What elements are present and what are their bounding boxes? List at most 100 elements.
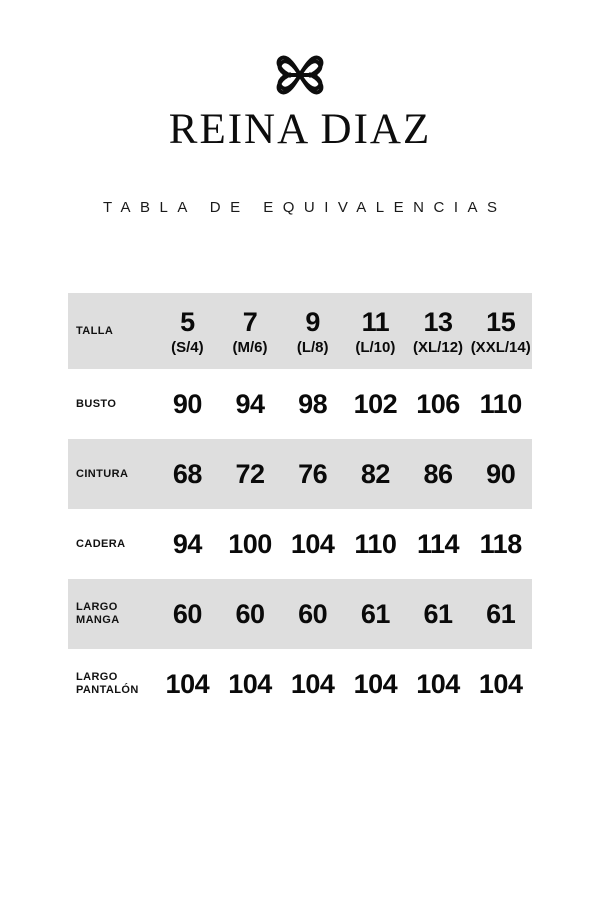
brand-wordmark: REINA DIAZ	[168, 106, 432, 153]
cell-value: 61	[360, 598, 391, 629]
row-cells: 60 60 60 61 61 61	[156, 599, 532, 629]
table-cell: 13 (XL/12)	[407, 305, 470, 357]
table-cell: 102	[344, 389, 407, 419]
cell-value: 60	[298, 598, 328, 629]
cell-value: 102	[353, 388, 398, 419]
cell-value: 5	[180, 306, 195, 337]
table-row: LARGO PANTALÓN 104 104 104 104 104 104	[68, 649, 532, 719]
row-label: LARGO PANTALÓN	[76, 671, 139, 696]
table-cell: 72	[219, 459, 282, 489]
cell-value: 104	[416, 668, 460, 699]
cell-value: 104	[290, 528, 335, 559]
table-cell: 114	[407, 529, 470, 559]
table-cell: 76	[281, 459, 344, 489]
cell-value: 82	[360, 458, 391, 489]
table-cell: 106	[407, 389, 470, 419]
table-cell: 104	[407, 669, 470, 699]
row-cells: 5 (S/4) 7 (M/6) 9 (L/8) 11 (L/10) 13 (XL/12) 15 (XX…	[156, 305, 532, 357]
row-cells: 94 100 104 110 114 118	[156, 529, 532, 559]
cell-subvalue: (XXL/14)	[470, 339, 531, 357]
table-row: LARGO MANGA 60 60 60 61 61 61	[68, 579, 532, 649]
equivalence-table: TALLA 5 (S/4) 7 (M/6) 9 (L/8) 11 (L/10) 13 (XL/12)…	[68, 293, 532, 719]
table-cell: 118	[469, 529, 532, 559]
cell-value: 68	[172, 458, 203, 489]
cell-value: 11	[361, 306, 390, 337]
table-row: CINTURA 68 72 76 82 86 90	[68, 439, 532, 509]
table-cell: 104	[469, 669, 532, 699]
cell-value: 98	[298, 388, 328, 419]
table-cell: 104	[156, 669, 219, 699]
table-cell: 104	[219, 669, 282, 699]
row-cells: 68 72 76 82 86 90	[156, 459, 532, 489]
cell-value: 94	[172, 528, 203, 559]
cell-subvalue: (L/10)	[355, 339, 396, 357]
row-label: BUSTO	[76, 397, 117, 410]
row-label: TALLA	[76, 324, 114, 337]
table-cell: 11 (L/10)	[344, 305, 407, 357]
cell-value: 72	[235, 458, 265, 489]
table-cell: 60	[156, 599, 219, 629]
table-row: CADERA 94 100 104 110 114 118	[68, 509, 532, 579]
table-cell: 104	[344, 669, 407, 699]
table-cell: 68	[156, 459, 219, 489]
table-cell: 98	[281, 389, 344, 419]
clover-monogram-icon	[276, 55, 324, 95]
page-title: TABLA DE EQUIVALENCIAS	[102, 199, 507, 216]
cell-value: 114	[416, 528, 460, 559]
table-cell: 94	[219, 389, 282, 419]
cell-value: 90	[172, 388, 203, 419]
cell-value: 60	[235, 598, 265, 629]
table-row: TALLA 5 (S/4) 7 (M/6) 9 (L/8) 11 (L/10) 13 (XL/12)…	[68, 293, 532, 369]
table-row: BUSTO 90 94 98 102 106 110	[68, 369, 532, 439]
row-label: LARGO MANGA	[76, 601, 120, 626]
table-cell: 61	[469, 599, 532, 629]
cell-value: 9	[305, 306, 320, 337]
table-cell: 61	[407, 599, 470, 629]
table-cell: 100	[219, 529, 282, 559]
cell-value: 90	[486, 458, 516, 489]
cell-value: 61	[486, 598, 516, 629]
table-cell: 60	[219, 599, 282, 629]
table-cell: 61	[344, 599, 407, 629]
cell-subvalue: (M/6)	[232, 339, 268, 357]
cell-value: 104	[290, 668, 335, 699]
table-cell: 94	[156, 529, 219, 559]
cell-value: 110	[354, 528, 397, 559]
brand-header: REINA DIAZ	[0, 0, 600, 151]
table-cell: 9 (L/8)	[281, 305, 344, 357]
cell-value: 61	[423, 598, 454, 629]
table-cell: 90	[156, 389, 219, 419]
cell-value: 7	[242, 306, 258, 337]
row-cells: 90 94 98 102 106 110	[156, 389, 532, 419]
cell-value: 13	[423, 306, 454, 337]
row-cells: 104 104 104 104 104 104	[156, 669, 532, 699]
cell-value: 104	[353, 668, 398, 699]
table-cell: 60	[281, 599, 344, 629]
table-cell: 110	[469, 389, 532, 419]
table-cell: 86	[407, 459, 470, 489]
table-cell: 82	[344, 459, 407, 489]
cell-subvalue: (XL/12)	[413, 339, 464, 357]
cell-value: 15	[486, 306, 516, 337]
cell-value: 94	[235, 388, 265, 419]
cell-subvalue: (L/8)	[296, 339, 329, 357]
cell-value: 104	[228, 668, 272, 699]
table-cell: 90	[469, 459, 532, 489]
table-cell: 7 (M/6)	[219, 305, 282, 357]
table-cell: 104	[281, 529, 344, 559]
table-cell: 5 (S/4)	[156, 305, 219, 357]
cell-value: 106	[416, 388, 460, 419]
cell-subvalue: (S/4)	[171, 339, 204, 357]
cell-value: 86	[423, 458, 454, 489]
table-cell: 15 (XXL/14)	[469, 305, 532, 357]
row-label: CADERA	[76, 537, 126, 550]
cell-value: 76	[298, 458, 328, 489]
cell-value: 110	[479, 388, 523, 419]
table-cell: 104	[281, 669, 344, 699]
cell-value: 60	[172, 598, 203, 629]
cell-value: 104	[478, 668, 523, 699]
cell-value: 104	[165, 668, 210, 699]
row-label: CINTURA	[76, 467, 129, 480]
cell-value: 100	[228, 528, 272, 559]
